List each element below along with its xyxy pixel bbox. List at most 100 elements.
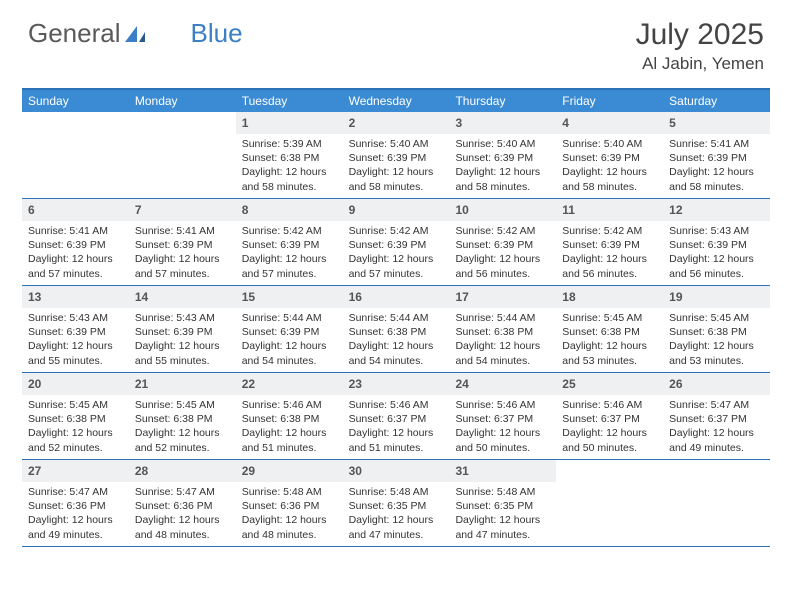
day-details: Sunrise: 5:41 AMSunset: 6:39 PMDaylight:…: [129, 221, 236, 285]
weekday-header: Monday: [129, 90, 236, 112]
day-details: Sunrise: 5:48 AMSunset: 6:35 PMDaylight:…: [449, 482, 556, 546]
sunrise-line: Sunrise: 5:40 AM: [349, 137, 444, 151]
sunrise-line: Sunrise: 5:45 AM: [562, 311, 657, 325]
location-label: Al Jabin, Yemen: [636, 54, 764, 74]
day-details: Sunrise: 5:40 AMSunset: 6:39 PMDaylight:…: [556, 134, 663, 198]
sunset-line: Sunset: 6:39 PM: [455, 238, 550, 252]
sunrise-line: Sunrise: 5:43 AM: [28, 311, 123, 325]
sunrise-line: Sunrise: 5:47 AM: [28, 485, 123, 499]
daylight-line: Daylight: 12 hours and 52 minutes.: [28, 426, 123, 454]
calendar-day-cell: 13Sunrise: 5:43 AMSunset: 6:39 PMDayligh…: [22, 286, 129, 372]
calendar-week-row: 20Sunrise: 5:45 AMSunset: 6:38 PMDayligh…: [22, 373, 770, 460]
sunset-line: Sunset: 6:38 PM: [669, 325, 764, 339]
sunset-line: Sunset: 6:38 PM: [28, 412, 123, 426]
day-number: 25: [562, 377, 575, 391]
sunset-line: Sunset: 6:36 PM: [242, 499, 337, 513]
sunrise-line: Sunrise: 5:46 AM: [455, 398, 550, 412]
calendar-day-cell: 25 Sunrise: 5:46 AMSunset: 6:37 PMDayligh…: [556, 373, 663, 459]
calendar-day-cell: [556, 460, 663, 546]
daylight-line: Daylight: 12 hours and 55 minutes.: [28, 339, 123, 367]
sunset-line: Sunset: 6:38 PM: [242, 151, 337, 165]
calendar-day-cell: 28Sunrise: 5:47 AMSunset: 6:36 PMDayligh…: [129, 460, 236, 546]
day-number: 11: [562, 203, 575, 217]
daylight-line: Daylight: 12 hours and 47 minutes.: [455, 513, 550, 541]
day-number-row: 26: [663, 373, 770, 395]
daylight-line: Daylight: 12 hours and 50 minutes.: [455, 426, 550, 454]
day-details: Sunrise: 5:44 AMSunset: 6:38 PMDaylight:…: [343, 308, 450, 372]
sunrise-line: Sunrise: 5:45 AM: [669, 311, 764, 325]
day-number-row: 6: [22, 199, 129, 221]
day-number-row: 30: [343, 460, 450, 482]
day-number-row: 16: [343, 286, 450, 308]
day-number: 2: [349, 116, 356, 130]
sunrise-line: Sunrise: 5:42 AM: [242, 224, 337, 238]
daylight-line: Daylight: 12 hours and 57 minutes.: [242, 252, 337, 280]
calendar-day-cell: 17Sunrise: 5:44 AMSunset: 6:38 PMDayligh…: [449, 286, 556, 372]
day-details: Sunrise: 5:48 AMSunset: 6:35 PMDaylight:…: [343, 482, 450, 546]
sunrise-line: Sunrise: 5:48 AM: [349, 485, 444, 499]
day-number-row: 15: [236, 286, 343, 308]
weekday-header: Thursday: [449, 90, 556, 112]
calendar-day-cell: 21Sunrise: 5:45 AMSunset: 6:38 PMDayligh…: [129, 373, 236, 459]
day-number: 1: [242, 116, 249, 130]
sunset-line: Sunset: 6:38 PM: [455, 325, 550, 339]
sunrise-line: Sunrise: 5:47 AM: [135, 485, 230, 499]
title-block: July 2025 Al Jabin, Yemen: [636, 18, 764, 74]
day-details: Sunrise: 5:46 AMSunset: 6:37 PMDaylight:…: [556, 395, 663, 459]
day-details: Sunrise: 5:43 AMSunset: 6:39 PMDaylight:…: [129, 308, 236, 372]
sunset-line: Sunset: 6:35 PM: [349, 499, 444, 513]
day-number: 17: [455, 290, 468, 304]
day-number: 5: [669, 116, 676, 130]
day-number: 26: [669, 377, 682, 391]
day-number: 6: [28, 203, 35, 217]
header: General Blue July 2025 Al Jabin, Yemen: [0, 0, 792, 82]
day-details: Sunrise: 5:45 AMSunset: 6:38 PMDaylight:…: [129, 395, 236, 459]
daylight-line: Daylight: 12 hours and 58 minutes.: [669, 165, 764, 193]
sunset-line: Sunset: 6:39 PM: [28, 238, 123, 252]
day-number: 16: [349, 290, 362, 304]
day-number: 23: [349, 377, 362, 391]
daylight-line: Daylight: 12 hours and 56 minutes.: [669, 252, 764, 280]
calendar-week-row: 13Sunrise: 5:43 AMSunset: 6:39 PMDayligh…: [22, 286, 770, 373]
day-number-row: 27: [22, 460, 129, 482]
sunset-line: Sunset: 6:39 PM: [562, 151, 657, 165]
day-details: Sunrise: 5:44 AMSunset: 6:39 PMDaylight:…: [236, 308, 343, 372]
day-number-row: 4: [556, 112, 663, 134]
sunset-line: Sunset: 6:37 PM: [349, 412, 444, 426]
day-number-row: 3: [449, 112, 556, 134]
calendar-week-row: 6 Sunrise: 5:41 AMSunset: 6:39 PMDaylight…: [22, 199, 770, 286]
daylight-line: Daylight: 12 hours and 58 minutes.: [562, 165, 657, 193]
day-details: Sunrise: 5:42 AMSunset: 6:39 PMDaylight:…: [236, 221, 343, 285]
day-number: 20: [28, 377, 41, 391]
day-details: Sunrise: 5:48 AMSunset: 6:36 PMDaylight:…: [236, 482, 343, 546]
calendar-day-cell: 1Sunrise: 5:39 AMSunset: 6:38 PMDaylight…: [236, 112, 343, 198]
day-details: Sunrise: 5:42 AMSunset: 6:39 PMDaylight:…: [449, 221, 556, 285]
day-number-row: 19: [663, 286, 770, 308]
sunrise-line: Sunrise: 5:45 AM: [135, 398, 230, 412]
day-number: 8: [242, 203, 249, 217]
sunrise-line: Sunrise: 5:46 AM: [242, 398, 337, 412]
day-details: Sunrise: 5:42 AMSunset: 6:39 PMDaylight:…: [343, 221, 450, 285]
day-number-row: 31: [449, 460, 556, 482]
calendar-day-cell: 6Sunrise: 5:41 AMSunset: 6:39 PMDaylight…: [22, 199, 129, 285]
daylight-line: Daylight: 12 hours and 53 minutes.: [669, 339, 764, 367]
day-number: 4: [562, 116, 569, 130]
sunset-line: Sunset: 6:38 PM: [349, 325, 444, 339]
day-number-row: 7: [129, 199, 236, 221]
sunrise-line: Sunrise: 5:44 AM: [349, 311, 444, 325]
day-number: 9: [349, 203, 356, 217]
daylight-line: Daylight: 12 hours and 56 minutes.: [455, 252, 550, 280]
sunrise-line: Sunrise: 5:43 AM: [669, 224, 764, 238]
daylight-line: Daylight: 12 hours and 48 minutes.: [242, 513, 337, 541]
day-number: 30: [349, 464, 362, 478]
daylight-line: Daylight: 12 hours and 51 minutes.: [242, 426, 337, 454]
daylight-line: Daylight: 12 hours and 52 minutes.: [135, 426, 230, 454]
sunset-line: Sunset: 6:39 PM: [242, 238, 337, 252]
logo-text-1: General: [28, 18, 121, 49]
sunrise-line: Sunrise: 5:46 AM: [349, 398, 444, 412]
day-details: Sunrise: 5:45 AMSunset: 6:38 PMDaylight:…: [556, 308, 663, 372]
daylight-line: Daylight: 12 hours and 53 minutes.: [562, 339, 657, 367]
daylight-line: Daylight: 12 hours and 50 minutes.: [562, 426, 657, 454]
daylight-line: Daylight: 12 hours and 49 minutes.: [669, 426, 764, 454]
day-number: 3: [455, 116, 462, 130]
